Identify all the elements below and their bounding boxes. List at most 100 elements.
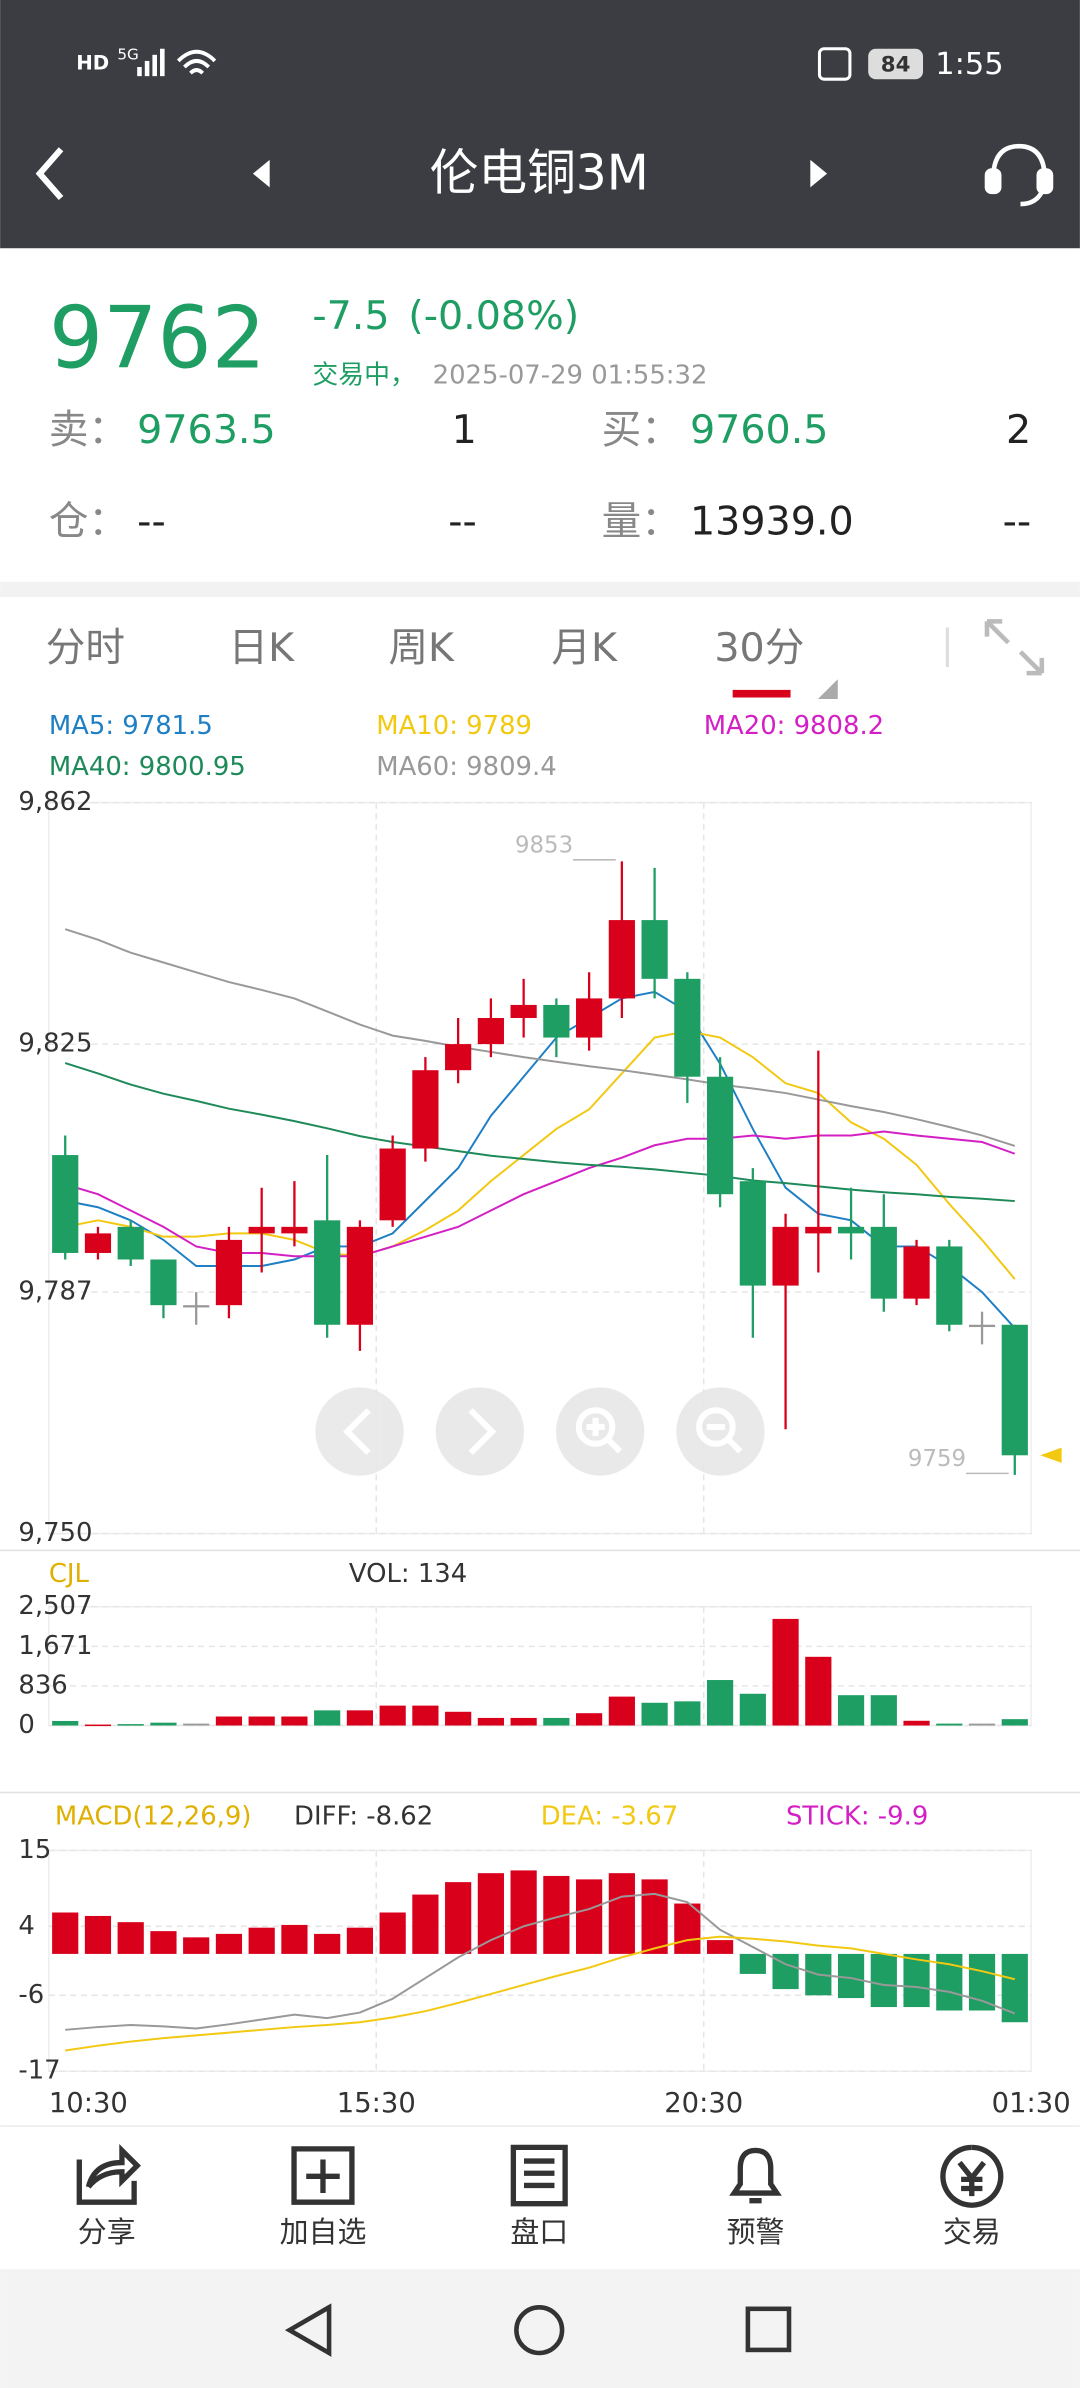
macd-bar	[445, 1882, 472, 1954]
quote-value: 2	[1006, 407, 1031, 453]
quote-value: 13939.0	[690, 498, 854, 544]
candle-body	[641, 920, 668, 979]
volume-bar	[281, 1716, 308, 1726]
volume-bar	[576, 1713, 603, 1726]
volume-bar	[314, 1710, 341, 1726]
candle-body	[706, 1076, 734, 1195]
toolbar-label[interactable]: 分享	[78, 2215, 136, 2249]
nav-home[interactable]	[514, 2304, 565, 2356]
support-button[interactable]	[984, 143, 1054, 207]
candle-body	[968, 1324, 996, 1328]
volume-bar	[674, 1701, 701, 1726]
candle-body	[870, 1226, 897, 1299]
y-tick-label: 1,671	[18, 1631, 92, 1661]
zoom-out[interactable]	[676, 1387, 765, 1476]
volume-bar	[936, 1723, 963, 1726]
fullscreen-button[interactable]	[984, 619, 1045, 676]
quote-time: 2025-07-29 01:55:32	[433, 361, 708, 391]
toolbar-label[interactable]: 交易	[943, 2215, 1001, 2249]
macd-bar	[706, 1940, 734, 1954]
y-tick-label: 9,750	[18, 1518, 92, 1548]
period-tab[interactable]: 日K	[229, 625, 296, 671]
battery-level: 84	[881, 52, 911, 77]
page-title: 伦电铜3M	[430, 146, 649, 202]
signal-icon	[137, 48, 165, 77]
macd-bar	[412, 1894, 439, 1954]
legend-entry: MA5: 9781.5	[49, 711, 213, 741]
macd-bar	[281, 1924, 308, 1954]
volume-bar	[379, 1705, 406, 1726]
quote-value: --	[448, 498, 477, 544]
macd-bar	[346, 1927, 374, 1954]
macd-bar	[837, 1953, 865, 1999]
vibrate-icon	[817, 47, 852, 81]
macd-bar	[314, 1933, 341, 1954]
tab-underline	[732, 689, 791, 698]
quote-value: 1	[452, 407, 477, 453]
scroll-right[interactable]	[435, 1387, 525, 1476]
panel-title: MACD(12,26,9)	[55, 1801, 252, 1831]
network-type: HD	[76, 51, 109, 74]
candle-body	[412, 1070, 439, 1149]
volume-bar	[248, 1716, 275, 1726]
candle-body	[150, 1259, 177, 1306]
toolbar-icon[interactable]	[729, 2147, 782, 2204]
candle-body	[739, 1181, 766, 1286]
candle-body	[510, 1004, 537, 1018]
bottom-toolbar: 分享 加自选 盘口 预警 交易	[76, 2143, 1004, 2249]
nav-back[interactable]	[284, 2303, 332, 2357]
macd-bar	[968, 1953, 996, 2011]
nav-recents[interactable]	[745, 2306, 792, 2353]
toolbar-label[interactable]: 盘口	[510, 2215, 568, 2249]
candle-body	[445, 1044, 472, 1071]
toolbar-icon[interactable]	[76, 2143, 141, 2205]
volume-bar	[772, 1618, 799, 1726]
quote-label: 仓：	[49, 498, 128, 544]
period-tab[interactable]: 月K	[551, 625, 618, 671]
macd-bar	[117, 1922, 144, 1954]
toolbar-icon[interactable]	[510, 2144, 568, 2207]
legend-entry: MA60: 9809.4	[376, 752, 556, 782]
volume-bar	[870, 1695, 897, 1726]
volume-bar	[215, 1716, 243, 1726]
macd-bar	[477, 1873, 504, 1954]
candle-body	[248, 1226, 275, 1234]
macd-bar	[739, 1953, 766, 1974]
toolbar-label[interactable]: 加自选	[280, 2215, 367, 2249]
y-tick-label: 4	[18, 1911, 34, 1941]
back-button[interactable]	[35, 147, 64, 200]
scroll-left[interactable]	[315, 1387, 404, 1476]
annotation-label: 9759	[908, 1446, 966, 1472]
macd-bar	[870, 1953, 897, 2008]
wifi-icon	[176, 49, 217, 75]
y-tick-label: 2,507	[18, 1591, 92, 1621]
tab-dropdown[interactable]	[817, 679, 838, 700]
candle-body	[183, 1305, 210, 1308]
y-tick-label: 0	[18, 1710, 34, 1740]
legend-entry: MA20: 9808.2	[704, 711, 884, 741]
period-tab[interactable]: 分时	[46, 625, 125, 671]
volume-bar	[117, 1724, 144, 1726]
toolbar-icon[interactable]	[291, 2146, 355, 2205]
macd-bar	[1001, 1953, 1028, 2023]
period-tab[interactable]: 周K	[388, 625, 455, 671]
prev-contract[interactable]	[252, 159, 270, 188]
candle-body	[576, 998, 603, 1038]
next-contract[interactable]	[810, 159, 828, 188]
volume-bar	[1001, 1719, 1028, 1726]
y-tick-label: -17	[18, 2056, 60, 2086]
macd-bar	[215, 1933, 243, 1954]
toolbar-icon[interactable]	[940, 2144, 1004, 2208]
candle-body	[84, 1233, 112, 1253]
period-tab[interactable]: 30分	[714, 625, 804, 671]
price-change-pct: (-0.08%)	[408, 293, 579, 339]
candle-body	[477, 1017, 504, 1045]
toolbar-label[interactable]: 预警	[727, 2215, 785, 2249]
zoom-in[interactable]	[555, 1387, 645, 1476]
volume-bar	[608, 1696, 635, 1726]
y-tick-label: 15	[18, 1835, 51, 1865]
volume-bar	[968, 1723, 996, 1726]
volume-bar	[543, 1717, 570, 1726]
volume-bar	[150, 1722, 177, 1726]
